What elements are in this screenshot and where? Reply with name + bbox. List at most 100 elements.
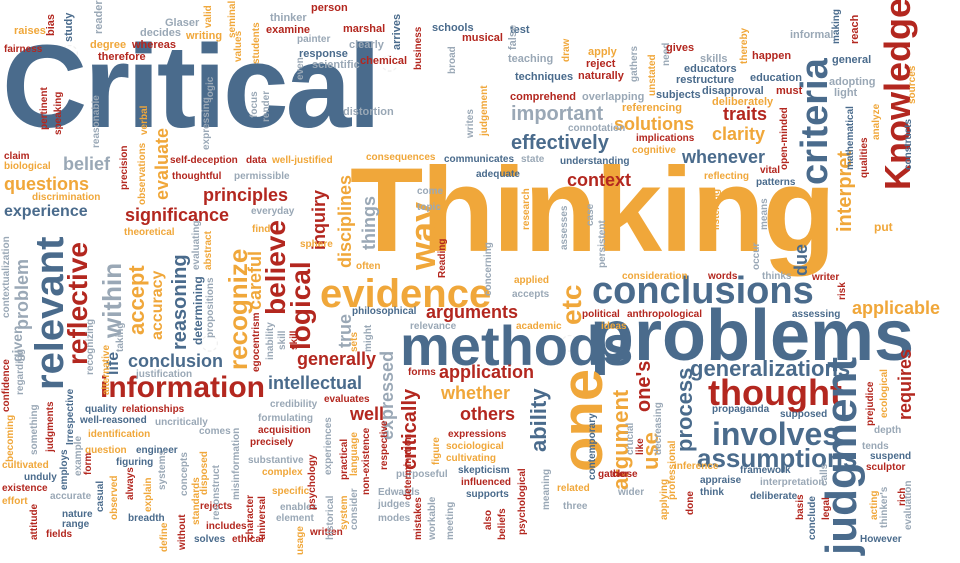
- word-deliberately: deliberately: [712, 96, 774, 108]
- word-engineer: engineer: [136, 445, 178, 456]
- word-person: person: [311, 2, 348, 14]
- word-contemporary: contemporary: [587, 413, 598, 480]
- word-consequences: consequences: [366, 152, 436, 163]
- word-listening: listening: [711, 188, 722, 230]
- word-apply: apply: [588, 46, 617, 58]
- word-evaluates: evaluates: [324, 394, 370, 405]
- word-modes: modes: [378, 513, 411, 524]
- word-skill: skill: [277, 330, 288, 350]
- word-comprehend: comprehend: [510, 91, 577, 103]
- word-application: application: [439, 362, 535, 382]
- word-topic: topic: [417, 202, 441, 213]
- word-occur: occur: [751, 242, 762, 270]
- word-experience: experience: [4, 203, 88, 220]
- word-belief: belief: [63, 154, 111, 174]
- word-applicable: applicable: [852, 298, 941, 318]
- word-nature: nature: [62, 509, 93, 520]
- word-traits: traits: [723, 104, 768, 124]
- word-written: written: [310, 527, 343, 538]
- word-welljustified: well-justified: [272, 155, 333, 166]
- word-verbal: verbal: [139, 105, 150, 135]
- word-determination: determination: [403, 433, 414, 500]
- word-test: test: [510, 24, 530, 36]
- word-form: form: [83, 452, 94, 475]
- word-reading: Reading: [437, 238, 448, 278]
- watermark: ◌: [700, 50, 720, 75]
- word-casual: casual: [95, 480, 106, 512]
- word-communicates: communicates: [444, 154, 515, 165]
- word-range: range: [62, 519, 90, 530]
- word-skill: skill: [289, 330, 300, 350]
- word-clarity: clarity: [712, 124, 766, 144]
- word-scientific: scientific: [312, 59, 360, 71]
- word-becoming: becoming: [5, 414, 16, 462]
- word-thought: thought: [708, 372, 842, 413]
- word-glaser: Glaser: [165, 17, 200, 29]
- word-ethical: ethical: [232, 534, 264, 545]
- word-overlapping: overlapping: [582, 91, 645, 103]
- word-judgement: judgement: [479, 85, 490, 136]
- word-propositions: propositions: [205, 277, 216, 338]
- word-consider: consider: [349, 488, 360, 530]
- word-misinformation: misinformation: [231, 427, 242, 500]
- word-solves: solves: [194, 534, 226, 545]
- word-education: education: [750, 72, 802, 84]
- word-persistent: persistent: [597, 220, 608, 268]
- word-sculptor: sculptor: [866, 462, 906, 473]
- word-think: think: [700, 487, 724, 498]
- word-identification: identification: [88, 429, 151, 440]
- word-effectively: effectively: [511, 132, 609, 154]
- word-teaching: teaching: [508, 53, 554, 65]
- word-conclusions: conclusions: [592, 270, 814, 312]
- word-psychological: psychological: [517, 468, 528, 535]
- word-others: others: [460, 404, 516, 424]
- word-professional: professional: [667, 440, 678, 500]
- word-arguments: arguments: [426, 302, 519, 322]
- word-marshal: marshal: [343, 23, 386, 35]
- word-one: one: [550, 368, 615, 472]
- word-intellectual: intellectual: [268, 373, 363, 393]
- word-observed: observed: [109, 475, 120, 520]
- word-abstract: abstract: [203, 231, 214, 270]
- word-reader: reader: [93, 0, 105, 34]
- word-subjects: subjects: [656, 89, 701, 101]
- word-academic: academic: [516, 321, 562, 332]
- word-therefore: therefore: [98, 51, 146, 63]
- word-character: character: [245, 494, 256, 540]
- word-study: study: [63, 12, 75, 42]
- word-calls: calls: [819, 463, 830, 486]
- word-edwards: Edwards: [378, 487, 420, 498]
- word-legal: legal: [821, 497, 832, 520]
- word-false: false: [507, 24, 519, 50]
- word-requires: requires: [895, 348, 915, 420]
- word-values: values: [233, 30, 244, 62]
- word-discrimination: discrimination: [32, 192, 101, 203]
- word-reflecting: reflecting: [704, 171, 750, 182]
- word-credibility: credibility: [270, 399, 318, 410]
- word-inference: inference: [674, 461, 719, 472]
- word-depth: depth: [874, 425, 902, 436]
- word-precision: precision: [119, 145, 130, 190]
- word-uncritically: uncritically: [155, 417, 208, 428]
- word-selfdeception: self-deception: [170, 155, 238, 166]
- word-implications: implications: [636, 133, 695, 144]
- word-beliefs: beliefs: [497, 508, 508, 540]
- word-workable: workable: [427, 496, 438, 540]
- word-formulating: formulating: [258, 413, 313, 424]
- watermark: ◌: [200, 330, 220, 355]
- word-making: making: [831, 8, 842, 44]
- word-theoretical: theoretical: [124, 227, 175, 238]
- word-educators: educators: [684, 63, 737, 75]
- word-inability: inability: [265, 322, 276, 360]
- word-thinking: Thinking: [350, 143, 836, 277]
- word-problems: problems: [590, 296, 915, 376]
- word-restructure: restructure: [676, 74, 735, 86]
- word-language: language: [349, 432, 360, 476]
- word-whenever: whenever: [682, 147, 766, 167]
- word-forms: forms: [408, 367, 436, 378]
- word-biological: biological: [4, 161, 51, 172]
- word-questions: questions: [4, 174, 90, 194]
- word-raises: raises: [14, 25, 46, 37]
- word-concerning: concerning: [483, 242, 494, 296]
